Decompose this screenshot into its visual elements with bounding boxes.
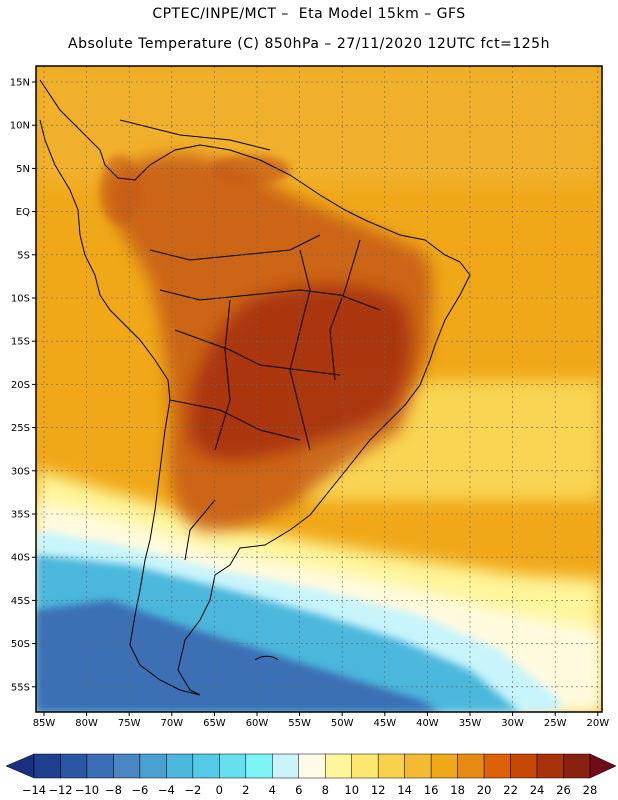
colorbar-label: 10 — [344, 783, 359, 797]
lon-tick-label: 20W — [586, 718, 609, 729]
map-subtitle: Absolute Temperature (C) 850hPa – 27/11/… — [68, 36, 550, 52]
lon-tick-label: 85W — [33, 718, 56, 729]
colorbar-label: −8 — [105, 783, 122, 797]
colorbar-label: 20 — [477, 783, 492, 797]
colorbar-swatch — [33, 753, 61, 779]
latitude-axis: 15N 10N 5N EQ 5S 10S 15S 20S 25S 30S 35S 40S 45S 50S 5… — [10, 78, 36, 693]
colorbar-swatch — [510, 753, 538, 779]
colorbar-swatch — [86, 753, 114, 779]
lon-tick-label: 60W — [246, 718, 269, 729]
lon-tick-label: 50W — [331, 718, 354, 729]
lon-tick-label: 75W — [118, 718, 141, 729]
lat-tick-label: 15N — [10, 78, 30, 89]
lat-tick-label: 20S — [11, 380, 30, 391]
colorbar-low-arrow — [5, 753, 35, 779]
lat-tick-label: 50S — [11, 639, 30, 650]
colorbar-swatch — [351, 753, 379, 779]
colorbar-swatch — [219, 753, 247, 779]
colorbar-swatch — [457, 753, 485, 779]
lat-tick-label: 15S — [11, 337, 30, 348]
colorbar-label: −6 — [131, 783, 148, 797]
colorbar-swatch — [536, 753, 564, 779]
lat-tick-label: 55S — [11, 682, 30, 693]
colorbar-label: 22 — [503, 783, 518, 797]
colorbar-label: −2 — [184, 783, 201, 797]
lat-tick-label: 25S — [11, 423, 30, 434]
longitude-axis: 85W 80W 75W 70W 65W 60W 55W 50W 45W 40W 35W 30W 25W 2… — [33, 712, 609, 729]
graticule — [36, 66, 602, 712]
colorbar-label: 8 — [322, 783, 329, 797]
lon-tick-label: 55W — [288, 718, 311, 729]
map-title: CPTEC/INPE/MCT – Eta Model 15km – GFS — [152, 6, 466, 22]
lon-tick-label: 70W — [160, 718, 183, 729]
lon-tick-label: 40W — [416, 718, 439, 729]
lat-tick-label: EQ — [16, 207, 30, 218]
colorbar-swatch — [60, 753, 88, 779]
colorbar-swatch — [166, 753, 194, 779]
colorbar-label: −12 — [48, 783, 72, 797]
lon-tick-label: 35W — [459, 718, 482, 729]
lon-tick-label: 45W — [373, 718, 396, 729]
colorbar-high-arrow — [589, 753, 617, 779]
colorbar-label: 28 — [583, 783, 598, 797]
lat-tick-label: 30S — [11, 466, 30, 477]
colorbar-label: 26 — [556, 783, 571, 797]
colorbar-swatch — [404, 753, 432, 779]
colorbar-swatch — [430, 753, 458, 779]
lat-tick-label: 5S — [17, 250, 30, 261]
temperature-field — [36, 66, 602, 712]
lon-tick-label: 65W — [203, 718, 226, 729]
colorbar-swatch — [113, 753, 141, 779]
lat-tick-label: 5N — [16, 164, 30, 175]
lat-tick-label: 10N — [10, 121, 30, 132]
lat-tick-label: 35S — [11, 510, 30, 521]
colorbar-label: 6 — [295, 783, 302, 797]
colorbar-swatch — [139, 753, 167, 779]
colorbar-swatch — [483, 753, 511, 779]
colorbar: −14 −12 −10 −8 −6 −4 −2 0 2 4 6 8 10 12 14 16 18 20 22 24 26… — [5, 753, 617, 797]
colorbar-label: 4 — [269, 783, 276, 797]
colorbar-label: 18 — [450, 783, 465, 797]
colorbar-swatch — [245, 753, 273, 779]
lat-tick-label: 10S — [11, 294, 30, 305]
colorbar-label: 14 — [397, 783, 412, 797]
colorbar-swatch — [192, 753, 220, 779]
lon-tick-label: 25W — [544, 718, 567, 729]
colorbar-label: 0 — [216, 783, 223, 797]
colorbar-swatch — [324, 753, 352, 779]
lon-tick-label: 80W — [75, 718, 98, 729]
colorbar-label: 24 — [530, 783, 545, 797]
colorbar-label: 12 — [371, 783, 386, 797]
colorbar-swatch — [298, 753, 326, 779]
lat-tick-label: 40S — [11, 553, 30, 564]
colorbar-label: −14 — [22, 783, 46, 797]
lat-tick-label: 45S — [11, 596, 30, 607]
colorbar-swatch — [272, 753, 300, 779]
colorbar-label: −4 — [158, 783, 175, 797]
colorbar-swatch — [563, 753, 591, 779]
colorbar-label: 16 — [424, 783, 439, 797]
map-frame — [35, 65, 603, 713]
colorbar-label: 2 — [242, 783, 249, 797]
colorbar-label: −10 — [75, 783, 99, 797]
lon-tick-label: 30W — [501, 718, 524, 729]
colorbar-swatch — [377, 753, 405, 779]
coastlines-and-borders — [39, 79, 471, 696]
